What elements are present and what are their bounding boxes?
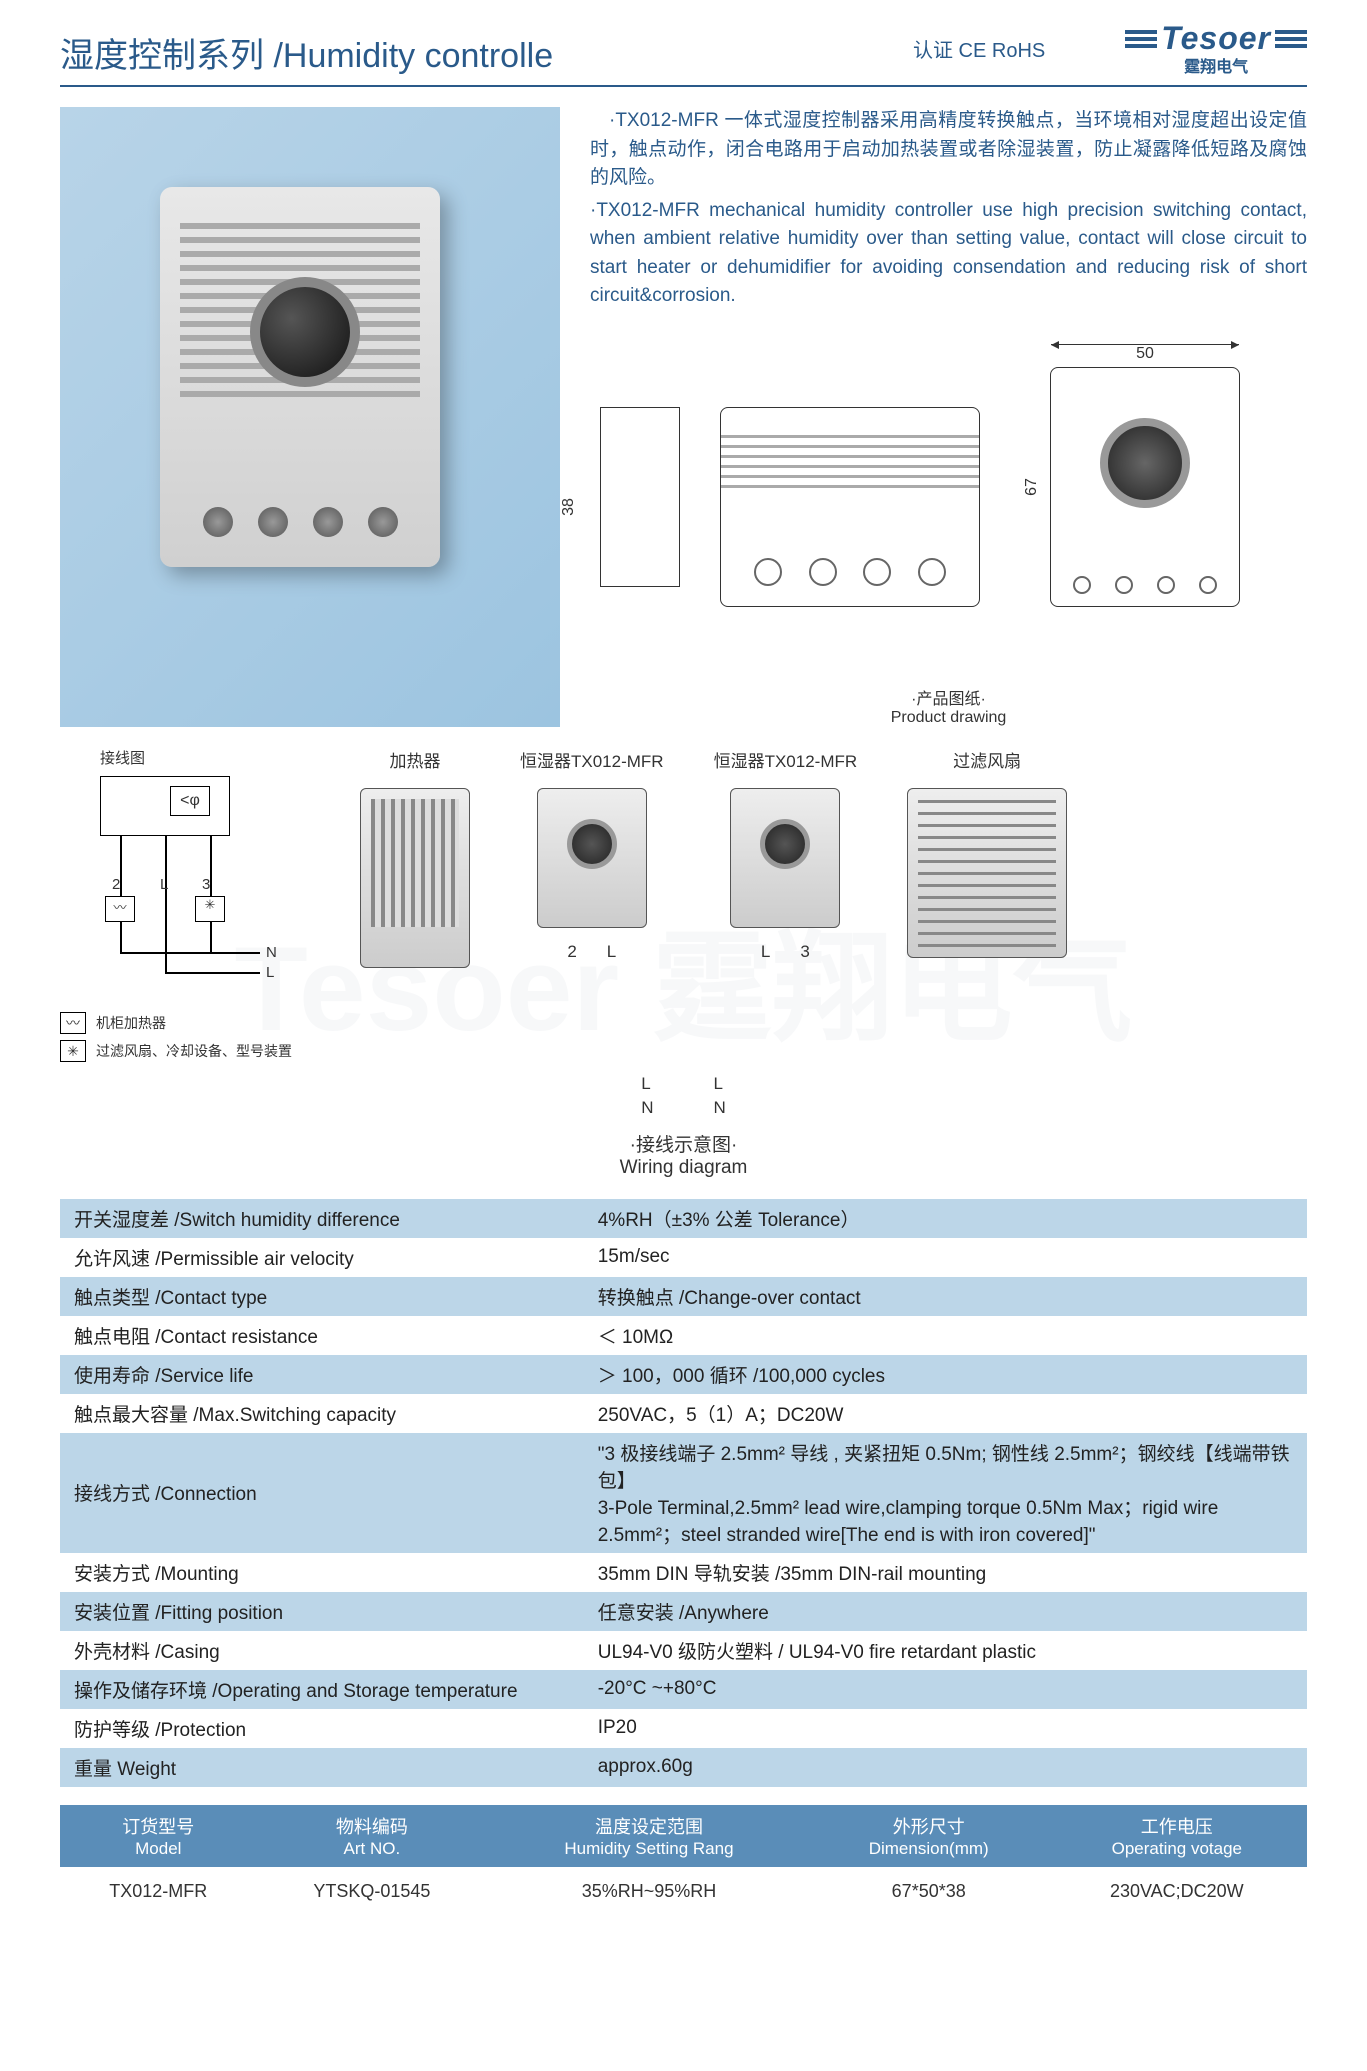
spec-value: ＜ 10MΩ: [584, 1316, 1307, 1355]
wiring-diagram-section: 接线图 <φ 2 L 3 〰 ✳ N: [60, 747, 1307, 1179]
spec-label: 开关湿度差 /Switch humidity difference: [60, 1199, 584, 1238]
spec-value: 4%RH（±3% 公差 Tolerance）: [584, 1199, 1307, 1238]
legend-heater: 机柜加热器: [96, 1013, 166, 1033]
spec-label: 安装方式 /Mounting: [60, 1553, 584, 1592]
term-2: 2: [567, 942, 576, 962]
spec-label: 触点电阻 /Contact resistance: [60, 1316, 584, 1355]
spec-value: -20°C ~+80°C: [584, 1670, 1307, 1709]
model-table: 订货型号Model物料编码Art NO.温度设定范围Humidity Setti…: [60, 1805, 1307, 1916]
spec-value: 转换触点 /Change-over contact: [584, 1277, 1307, 1316]
legend-fan: 过滤风扇、冷却设备、型号装置: [96, 1041, 292, 1061]
brand-logo: Tesoer 霆翔电气: [1125, 20, 1307, 77]
line-l2: L: [714, 1072, 726, 1096]
spec-label: 使用寿命 /Service life: [60, 1355, 584, 1394]
spec-value: "3 极接线端子 2.5mm² 导线 , 夹紧扭矩 0.5Nm; 钢性线 2.5…: [584, 1433, 1307, 1553]
wiring-caption-en: Wiring diagram: [60, 1157, 1307, 1179]
model-header: 订货型号Model: [60, 1805, 257, 1867]
spec-value: approx.60g: [584, 1748, 1307, 1787]
spec-label: 重量 Weight: [60, 1748, 584, 1787]
spec-label: 接线方式 /Connection: [60, 1433, 584, 1553]
wiring-fan-label: 过滤风扇: [953, 747, 1021, 772]
cert-label: 认证 CE RoHS: [913, 34, 1045, 63]
drawing-caption-cn: ·产品图纸·: [590, 685, 1307, 709]
spec-label: 允许风速 /Permissible air velocity: [60, 1238, 584, 1277]
model-cell: TX012-MFR: [60, 1867, 257, 1916]
spec-label: 触点最大容量 /Max.Switching capacity: [60, 1394, 584, 1433]
spec-value: 250VAC，5（1）A；DC20W: [584, 1394, 1307, 1433]
spec-value: 35mm DIN 导轨安装 /35mm DIN-rail mounting: [584, 1553, 1307, 1592]
wiring-caption-cn: ·接线示意图·: [60, 1130, 1307, 1157]
product-drawings: 38 50 67: [590, 343, 1307, 607]
line-n2: N: [714, 1096, 726, 1120]
specifications-table: 开关湿度差 /Switch humidity difference4%RH（±3…: [60, 1199, 1307, 1787]
model-header: 外形尺寸Dimension(mm): [811, 1805, 1047, 1867]
model-cell: 35%RH~95%RH: [487, 1867, 811, 1916]
model-cell: 230VAC;DC20W: [1047, 1867, 1307, 1916]
line-l: L: [641, 1072, 653, 1096]
spec-label: 外壳材料 /Casing: [60, 1631, 584, 1670]
spec-label: 操作及储存环境 /Operating and Storage temperatu…: [60, 1670, 584, 1709]
model-cell: 67*50*38: [811, 1867, 1047, 1916]
spec-value: 任意安装 /Anywhere: [584, 1592, 1307, 1631]
model-header: 物料编码Art NO.: [257, 1805, 488, 1867]
drawing-caption-en: Product drawing: [590, 709, 1307, 727]
spec-label: 安装位置 /Fitting position: [60, 1592, 584, 1631]
product-photo: [60, 107, 560, 727]
page-title: 湿度控制系列 /Humidity controlle: [60, 28, 913, 77]
logo-subtitle: 霆翔电气: [1184, 53, 1248, 77]
model-header: 温度设定范围Humidity Setting Rang: [487, 1805, 811, 1867]
logo-text: Tesoer: [1161, 20, 1271, 57]
description-english: ·TX012-MFR mechanical humidity controlle…: [590, 197, 1307, 311]
term-3: 3: [800, 942, 809, 962]
term-l: L: [607, 942, 616, 962]
model-header: 工作电压Operating votage: [1047, 1805, 1307, 1867]
schematic-title: 接线图: [100, 747, 320, 768]
spec-value: 15m/sec: [584, 1238, 1307, 1277]
line-n: N: [641, 1096, 653, 1120]
spec-label: 防护等级 /Protection: [60, 1709, 584, 1748]
page-header: 湿度控制系列 /Humidity controlle 认证 CE RoHS Te…: [60, 20, 1307, 87]
wiring-heater-label: 加热器: [390, 747, 441, 772]
spec-value: IP20: [584, 1709, 1307, 1748]
term-l2: L: [761, 942, 770, 962]
dim-38: 38: [560, 498, 578, 516]
dim-67: 67: [1023, 478, 1041, 496]
dim-50: 50: [1051, 344, 1239, 363]
spec-value: UL94-V0 级防火塑料 / UL94-V0 fire retardant p…: [584, 1631, 1307, 1670]
spec-label: 触点类型 /Contact type: [60, 1277, 584, 1316]
model-cell: YTSKQ-01545: [257, 1867, 488, 1916]
spec-value: ＞ 100，000 循环 /100,000 cycles: [584, 1355, 1307, 1394]
description-chinese: ·TX012-MFR 一体式湿度控制器采用高精度转换触点，当环境相对湿度超出设定…: [590, 107, 1307, 193]
wiring-hygro2-label: 恒湿器TX012-MFR: [714, 747, 858, 772]
wiring-hygro1-label: 恒湿器TX012-MFR: [520, 747, 664, 772]
